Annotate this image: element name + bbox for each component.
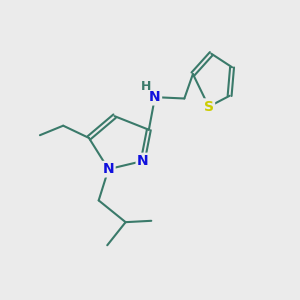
Text: N: N	[149, 90, 161, 104]
Text: N: N	[137, 154, 148, 168]
Text: S: S	[204, 100, 214, 114]
Text: H: H	[140, 80, 151, 93]
Text: N: N	[103, 162, 114, 176]
